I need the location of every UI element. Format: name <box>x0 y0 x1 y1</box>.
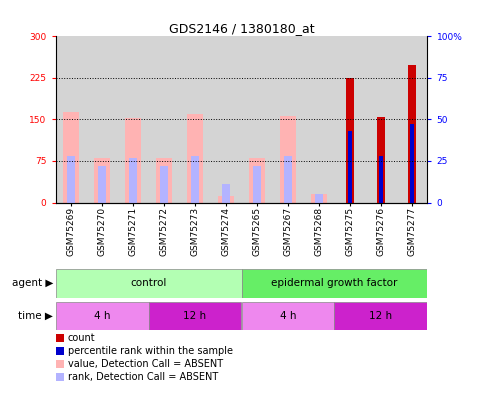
Bar <box>242 302 334 330</box>
Text: 12 h: 12 h <box>369 311 393 321</box>
Bar <box>315 194 323 202</box>
Text: rank, Detection Call = ABSENT: rank, Detection Call = ABSENT <box>68 372 218 382</box>
Bar <box>125 118 141 202</box>
Bar <box>149 302 242 330</box>
Bar <box>334 302 427 330</box>
Bar <box>129 158 137 202</box>
Bar <box>222 184 230 202</box>
Bar <box>180 36 211 202</box>
Bar <box>379 156 383 202</box>
Bar <box>334 36 366 202</box>
Bar <box>149 36 180 202</box>
Bar <box>253 166 261 202</box>
Text: percentile rank within the sample: percentile rank within the sample <box>68 346 233 356</box>
Bar <box>249 158 265 202</box>
Bar <box>408 65 416 202</box>
Text: GDS2146 / 1380180_at: GDS2146 / 1380180_at <box>169 22 314 35</box>
Bar <box>366 36 397 202</box>
Bar <box>284 156 292 202</box>
Bar <box>156 158 172 202</box>
Text: count: count <box>68 333 95 343</box>
Bar <box>56 302 149 330</box>
Bar <box>242 269 427 298</box>
Bar <box>280 115 296 202</box>
Bar <box>56 269 242 298</box>
Bar <box>410 124 414 202</box>
Bar <box>56 36 86 202</box>
Text: 12 h: 12 h <box>184 311 207 321</box>
Bar <box>67 156 75 202</box>
Bar <box>272 36 303 202</box>
Bar <box>377 117 385 202</box>
Bar <box>311 194 327 202</box>
Bar <box>211 36 242 202</box>
Bar <box>117 36 149 202</box>
Text: 4 h: 4 h <box>94 311 110 321</box>
Bar <box>242 36 272 202</box>
Text: agent ▶: agent ▶ <box>12 279 53 288</box>
Bar <box>346 78 354 202</box>
Text: epidermal growth factor: epidermal growth factor <box>271 279 398 288</box>
Text: control: control <box>130 279 167 288</box>
Bar <box>94 158 110 202</box>
Bar <box>187 114 203 202</box>
Text: 4 h: 4 h <box>280 311 296 321</box>
Bar <box>160 166 168 202</box>
Text: value, Detection Call = ABSENT: value, Detection Call = ABSENT <box>68 359 223 369</box>
Bar <box>348 131 352 202</box>
Bar <box>303 36 334 202</box>
Bar <box>191 156 199 202</box>
Bar <box>63 112 79 202</box>
Bar <box>86 36 117 202</box>
Text: time ▶: time ▶ <box>18 311 53 321</box>
Bar <box>397 36 427 202</box>
Bar <box>98 166 106 202</box>
Bar <box>218 196 234 202</box>
